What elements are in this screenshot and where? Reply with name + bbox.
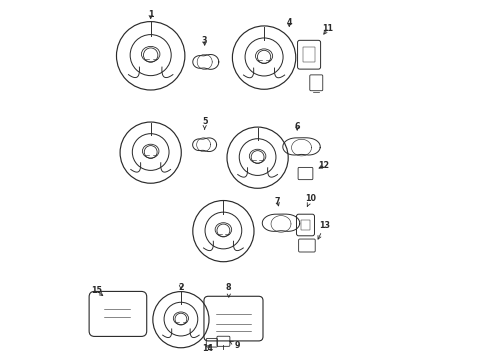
Text: 1: 1 — [148, 10, 153, 19]
Text: 7: 7 — [275, 197, 280, 206]
Text: 15: 15 — [91, 287, 103, 296]
Text: 8: 8 — [226, 283, 232, 297]
Text: 3: 3 — [202, 36, 207, 45]
Text: 9: 9 — [230, 341, 241, 350]
Text: 12: 12 — [318, 161, 330, 170]
Text: 10: 10 — [305, 194, 317, 206]
Text: 6: 6 — [294, 122, 300, 131]
Text: 14: 14 — [202, 344, 213, 353]
Text: 4: 4 — [287, 18, 292, 27]
Text: 13: 13 — [318, 220, 330, 239]
Text: 11: 11 — [322, 24, 333, 34]
Text: 2: 2 — [178, 283, 184, 292]
Text: 5: 5 — [202, 117, 207, 129]
